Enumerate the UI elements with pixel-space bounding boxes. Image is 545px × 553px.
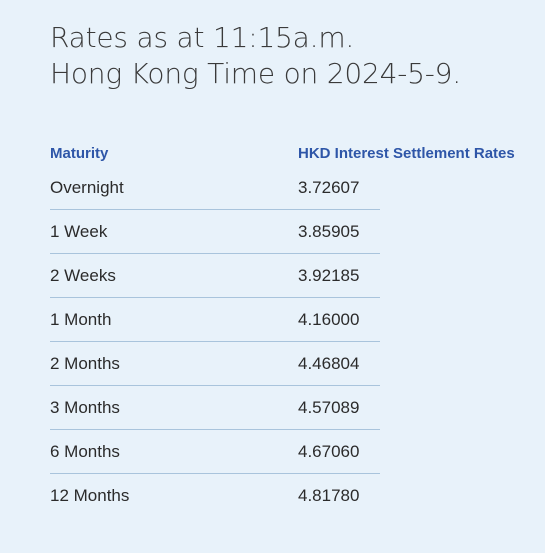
table-header: Maturity HKD Interest Settlement Rates bbox=[50, 140, 530, 166]
rate-cell: 4.57089 bbox=[298, 397, 360, 417]
rate-cell: 3.85905 bbox=[298, 221, 360, 241]
rate-cell: 3.92185 bbox=[298, 265, 360, 285]
table-row: 12 Months 4.81780 bbox=[50, 474, 380, 517]
maturity-cell: Overnight bbox=[50, 177, 124, 197]
table-row: 2 Weeks 3.92185 bbox=[50, 254, 380, 298]
rate-cell: 4.67060 bbox=[298, 441, 360, 461]
table-row: 2 Months 4.46804 bbox=[50, 342, 380, 386]
table-row: 6 Months 4.67060 bbox=[50, 430, 380, 474]
maturity-cell: 1 Month bbox=[50, 309, 112, 329]
table-row: 1 Month 4.16000 bbox=[50, 298, 380, 342]
maturity-cell: 6 Months bbox=[50, 441, 120, 461]
column-header-maturity: Maturity bbox=[50, 144, 109, 162]
maturity-cell: 1 Week bbox=[50, 221, 108, 241]
title-line-2: Hong Kong Time on 2024-5-9. bbox=[50, 57, 461, 90]
table-row: 1 Week 3.85905 bbox=[50, 210, 380, 254]
column-header-rate: HKD Interest Settlement Rates bbox=[298, 144, 515, 162]
table-row: Overnight 3.72607 bbox=[50, 166, 380, 210]
maturity-cell: 3 Months bbox=[50, 397, 120, 417]
title-line-1: Rates as at 11:15a.m. bbox=[50, 21, 355, 54]
rate-cell: 4.16000 bbox=[298, 309, 360, 329]
maturity-cell: 12 Months bbox=[50, 485, 130, 505]
maturity-cell: 2 Weeks bbox=[50, 265, 116, 285]
rates-table: Maturity HKD Interest Settlement Rates O… bbox=[50, 140, 530, 517]
rate-cell: 3.72607 bbox=[298, 177, 360, 197]
maturity-cell: 2 Months bbox=[50, 353, 120, 373]
rate-cell: 4.46804 bbox=[298, 353, 360, 373]
table-row: 3 Months 4.57089 bbox=[50, 386, 380, 430]
page-title: Rates as at 11:15a.m. Hong Kong Time on … bbox=[50, 20, 461, 92]
rate-cell: 4.81780 bbox=[298, 485, 360, 505]
